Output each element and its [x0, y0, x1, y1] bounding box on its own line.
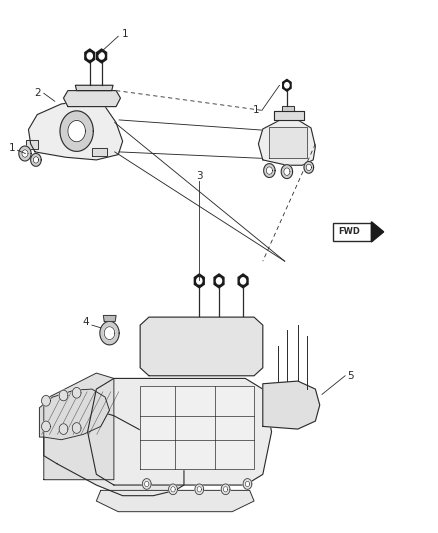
Polygon shape — [99, 53, 104, 59]
Text: 5: 5 — [347, 371, 354, 381]
Polygon shape — [44, 373, 114, 480]
Polygon shape — [197, 487, 201, 492]
Polygon shape — [28, 101, 123, 160]
Polygon shape — [284, 168, 290, 175]
Polygon shape — [258, 120, 315, 165]
Polygon shape — [19, 146, 31, 161]
Polygon shape — [33, 157, 39, 163]
Polygon shape — [266, 167, 272, 174]
Polygon shape — [238, 274, 248, 288]
Polygon shape — [26, 140, 38, 149]
Polygon shape — [223, 487, 228, 492]
Polygon shape — [197, 278, 202, 284]
Polygon shape — [88, 378, 272, 485]
Polygon shape — [59, 390, 68, 401]
Polygon shape — [103, 316, 116, 321]
Text: 2: 2 — [34, 88, 41, 98]
Polygon shape — [142, 479, 151, 489]
Polygon shape — [140, 317, 263, 376]
Polygon shape — [371, 222, 384, 242]
Polygon shape — [282, 106, 294, 111]
Polygon shape — [281, 165, 293, 179]
Polygon shape — [44, 405, 184, 496]
Polygon shape — [283, 79, 291, 91]
Polygon shape — [195, 484, 204, 495]
Polygon shape — [306, 164, 311, 171]
Polygon shape — [64, 91, 120, 107]
Polygon shape — [97, 49, 106, 63]
Polygon shape — [87, 53, 92, 59]
Polygon shape — [42, 421, 50, 432]
Polygon shape — [72, 423, 81, 433]
Polygon shape — [68, 120, 85, 142]
Text: 3: 3 — [196, 171, 203, 181]
Text: 4: 4 — [82, 318, 89, 327]
Polygon shape — [171, 487, 175, 492]
Polygon shape — [42, 395, 50, 406]
Polygon shape — [216, 278, 222, 284]
Text: 1: 1 — [121, 29, 128, 38]
Polygon shape — [39, 389, 110, 440]
Polygon shape — [245, 481, 250, 487]
Polygon shape — [263, 381, 320, 429]
Polygon shape — [240, 278, 246, 284]
Polygon shape — [285, 83, 289, 88]
Polygon shape — [243, 479, 252, 489]
Polygon shape — [264, 164, 275, 177]
Polygon shape — [169, 484, 177, 495]
Polygon shape — [304, 161, 314, 173]
Polygon shape — [194, 274, 204, 288]
Polygon shape — [100, 321, 119, 345]
Polygon shape — [75, 85, 113, 91]
Polygon shape — [92, 148, 107, 156]
Text: 1: 1 — [9, 143, 16, 153]
Text: 1: 1 — [253, 106, 260, 115]
Polygon shape — [85, 49, 95, 63]
Polygon shape — [72, 387, 81, 398]
Polygon shape — [140, 386, 254, 469]
Polygon shape — [274, 111, 304, 120]
Polygon shape — [59, 424, 68, 434]
Polygon shape — [104, 327, 115, 340]
Polygon shape — [96, 490, 254, 512]
Polygon shape — [214, 274, 224, 288]
Polygon shape — [31, 154, 41, 166]
Polygon shape — [221, 484, 230, 495]
Polygon shape — [22, 150, 28, 157]
Polygon shape — [269, 127, 307, 158]
Polygon shape — [145, 481, 149, 487]
Polygon shape — [60, 111, 93, 151]
Text: FWD: FWD — [338, 227, 360, 236]
